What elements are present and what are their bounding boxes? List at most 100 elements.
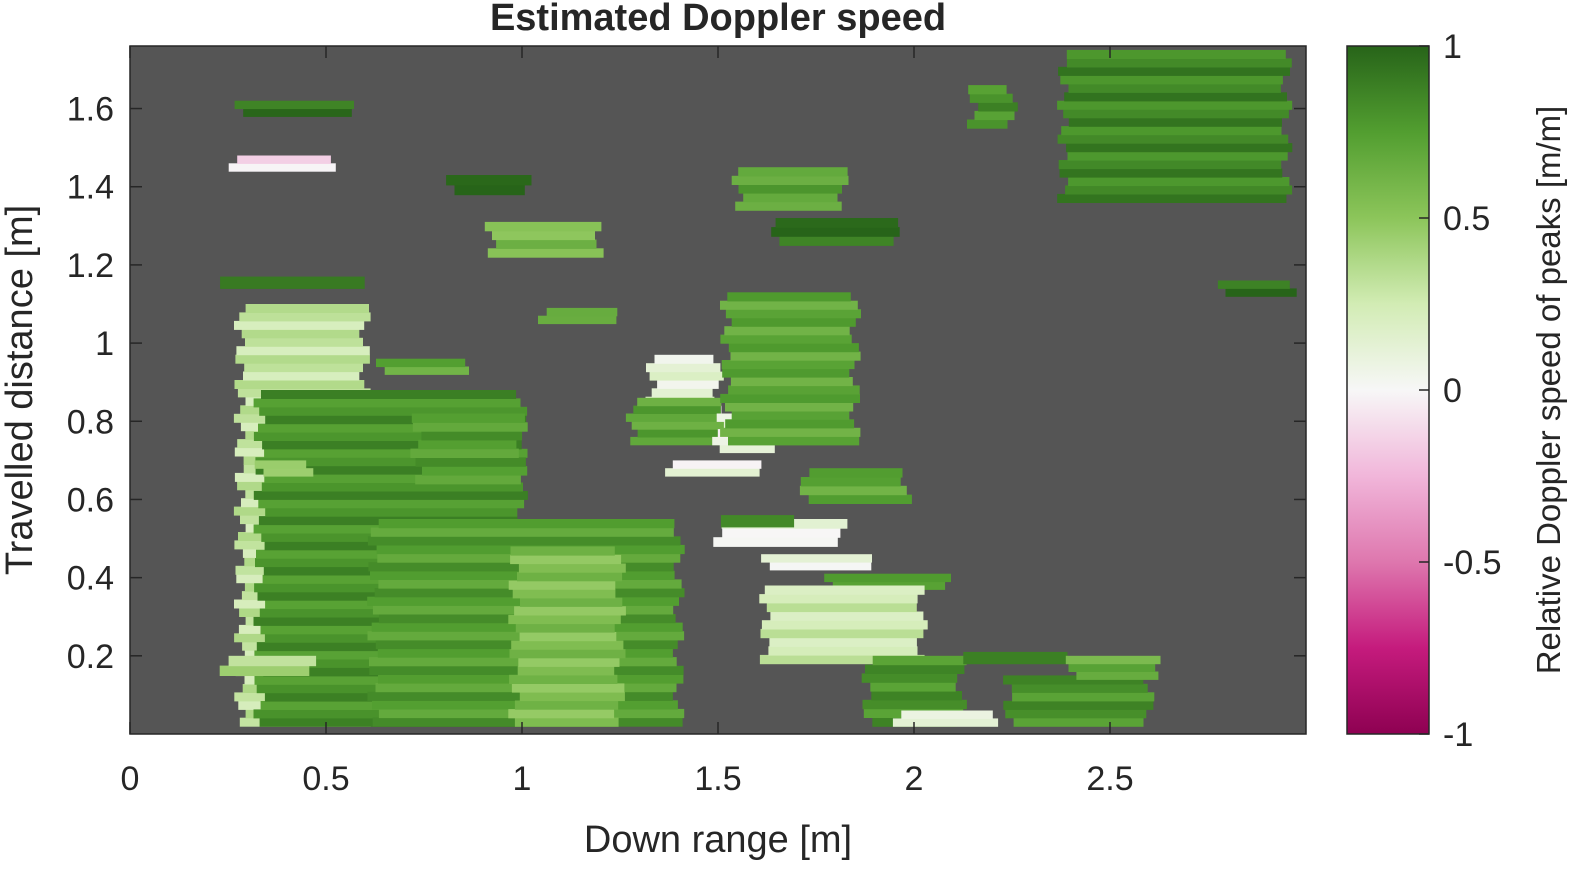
heatmap-cell [261, 482, 523, 492]
heatmap-cell [769, 637, 917, 647]
heatmap-cell [234, 380, 365, 389]
heatmap-cell [730, 377, 853, 387]
heatmap-cell [892, 718, 999, 727]
colorbar-tick-label: 0.5 [1443, 200, 1490, 238]
heatmap-cell [738, 184, 842, 194]
heatmap-cell [243, 371, 360, 381]
heatmap-cell [514, 717, 619, 727]
heatmap-cell [415, 457, 526, 467]
heatmap-cell [633, 405, 721, 414]
heatmap-cell [384, 366, 469, 375]
heatmap-cell [978, 102, 1018, 112]
heatmap-cell [730, 351, 861, 361]
heatmap-cell [722, 528, 841, 538]
heatmap-cell [508, 709, 615, 719]
heatmap-cell [721, 360, 855, 370]
heatmap-cell [731, 410, 850, 420]
heatmap-cell [239, 312, 371, 322]
heatmap-cell [519, 691, 625, 702]
heatmap-cell [779, 236, 894, 246]
heatmap-cell [761, 620, 928, 630]
heatmap-cell [1060, 75, 1283, 85]
heatmap-cell [520, 597, 623, 607]
heatmap-cell [496, 239, 597, 249]
heatmap-cell [446, 175, 532, 186]
heatmap-cell [1065, 185, 1293, 195]
heatmap-cell [1068, 663, 1156, 672]
heatmap-cell [517, 572, 623, 582]
colorbar-tick-label: 1 [1443, 28, 1462, 66]
heatmap-cell [253, 398, 521, 408]
heatmap-cell [974, 110, 1015, 121]
heatmap-cell [262, 440, 522, 450]
heatmap-cell [265, 507, 518, 517]
heatmap-cell [968, 85, 1007, 95]
heatmap-cell [1065, 655, 1161, 665]
heatmap-cell [769, 562, 872, 571]
heatmap-cell [724, 326, 850, 336]
heatmap-cell [261, 390, 517, 399]
x-tick-label: 0.5 [302, 760, 349, 798]
heatmap-cell [651, 388, 713, 398]
heatmap-cell [264, 448, 528, 458]
heatmap-cell [901, 710, 993, 719]
x-axis-label: Down range [m] [584, 819, 852, 861]
y-tick-label: 0.4 [67, 560, 114, 598]
heatmap-cell [728, 385, 860, 395]
heatmap-cell [421, 431, 523, 441]
heatmap-cell [761, 554, 872, 563]
colorbar-ticks: -1 -0.5 0 0.5 1 [1419, 28, 1502, 754]
heatmap-cell [1068, 177, 1290, 187]
heatmap-cell [245, 304, 369, 313]
heatmap-cell [766, 602, 917, 613]
y-tick-label: 1.6 [67, 91, 114, 129]
heatmap-cell [241, 329, 360, 339]
heatmap-cell [255, 465, 519, 475]
heatmap-cell [415, 475, 521, 485]
heatmap-cell [799, 485, 907, 496]
heatmap-cell [672, 460, 762, 469]
heatmap-cell [253, 490, 528, 500]
x-axis-ticks: 0 0.5 1 1.5 2 2.5 [121, 46, 1134, 798]
heatmap-cell [1057, 134, 1289, 144]
heatmap-cell [775, 218, 899, 228]
heatmap-cell [519, 632, 617, 642]
y-tick-label: 0.6 [67, 481, 114, 519]
heatmap-cell [1067, 151, 1288, 161]
heatmap-cell [720, 427, 861, 437]
heatmap-cell [508, 614, 621, 625]
colorbar-tick-label: -0.5 [1443, 544, 1502, 582]
y-tick-label: 1.2 [67, 247, 114, 285]
heatmap-cell [731, 317, 856, 327]
heatmap-cell [219, 665, 310, 676]
heatmap-cell [258, 499, 525, 509]
heatmap-cell [510, 554, 622, 565]
heatmap-cell [258, 423, 520, 433]
heatmap-cell [510, 546, 615, 556]
heatmap-cell [1225, 288, 1297, 297]
x-tick-label: 1.5 [694, 760, 741, 798]
heatmap-cell [518, 563, 626, 573]
heatmap-cell [809, 468, 903, 478]
y-tick-label: 0.2 [67, 638, 114, 676]
heatmap-cell [228, 163, 336, 172]
heatmap-cells [219, 49, 1297, 727]
heatmap-cell [259, 406, 528, 416]
heatmap-cell [418, 439, 517, 450]
heatmap-cell [665, 468, 760, 477]
heatmap-cell [808, 494, 912, 504]
heatmap-cell [511, 683, 625, 693]
heatmap-cell [1003, 675, 1144, 685]
heatmap-cell [263, 468, 314, 477]
heatmap-cell [422, 466, 528, 476]
heatmap-cell [235, 354, 370, 364]
heatmap-cell [1066, 58, 1292, 68]
heatmap-cell [630, 436, 721, 446]
heatmap-cell [412, 422, 528, 432]
heatmap-cell [1061, 126, 1282, 136]
heatmap-cell [735, 201, 842, 211]
colorbar [1346, 45, 1430, 735]
heatmap-cell [220, 276, 365, 289]
heatmap-cell [760, 628, 924, 639]
